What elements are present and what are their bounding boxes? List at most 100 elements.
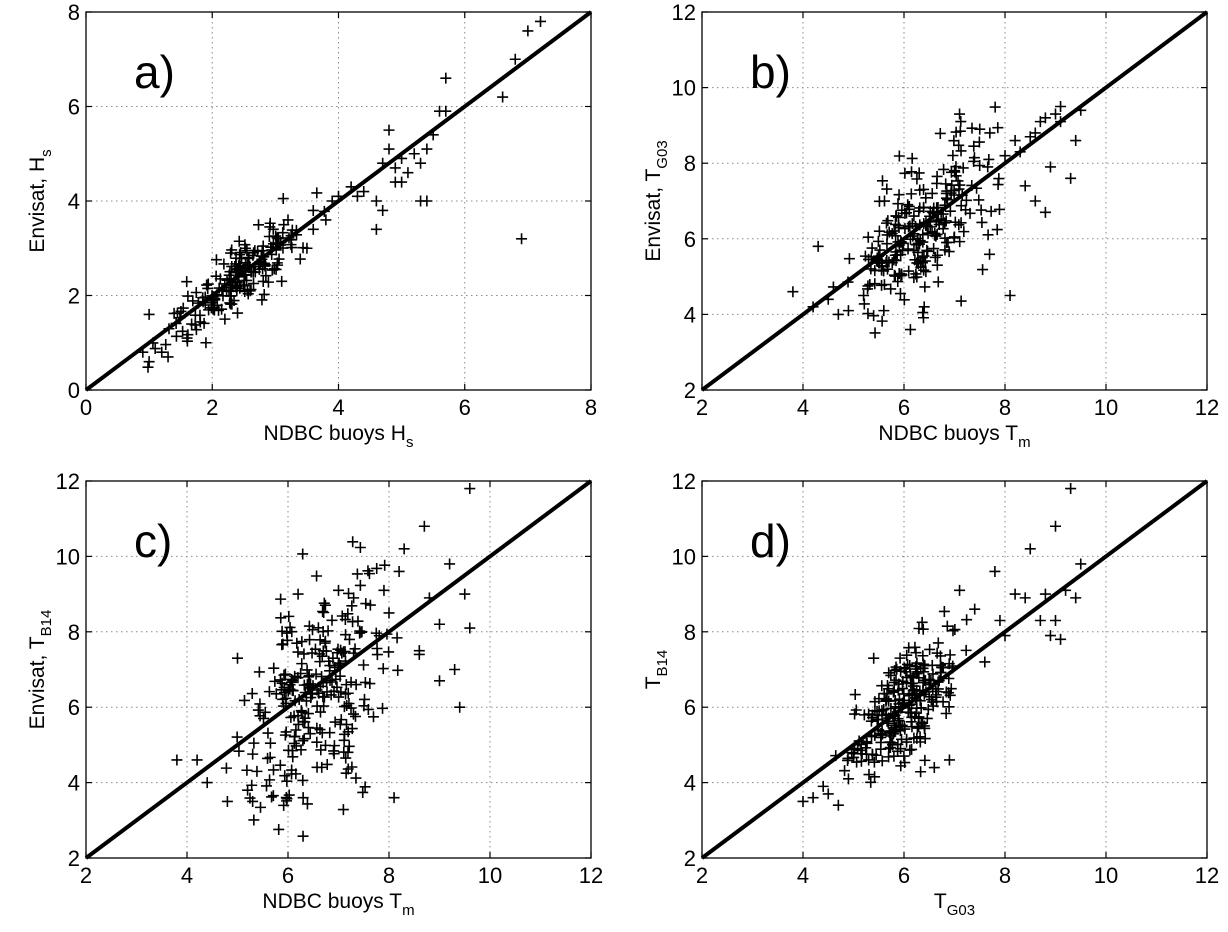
data-point [910,268,922,280]
data-point [911,657,923,669]
data-point [916,616,928,628]
data-point [231,731,243,743]
data-point [325,689,337,701]
data-point [350,679,362,691]
data-point [341,700,353,712]
data-point [459,588,471,600]
data-point [1065,172,1077,184]
data-point [357,786,369,798]
x-tick-label: 2 [696,395,708,420]
x-tick-label: 4 [797,395,809,420]
data-point [201,279,213,291]
data-point [338,734,350,746]
data-point [1039,588,1051,600]
data-point [226,260,238,272]
data-point [326,614,338,626]
data-point [377,204,389,216]
data-point [292,672,304,684]
data-point [258,257,270,269]
data-point [882,215,894,227]
data-point [279,668,291,680]
data-point [254,698,266,710]
data-point [918,301,930,313]
data-point [289,730,301,742]
data-point [354,627,366,639]
data-point [953,219,965,231]
data-point [912,237,924,249]
data-point [162,351,174,363]
data-point [318,597,330,609]
data-point [913,622,925,634]
data-point [226,244,238,256]
data-point [878,279,890,291]
data-point [253,219,265,231]
data-point [923,673,935,685]
y-tick-label: 12 [56,469,80,494]
data-point [982,161,994,173]
data-point [940,708,952,720]
data-point [1019,180,1031,192]
data-point [309,643,321,655]
data-point [883,667,895,679]
data-point [932,637,944,649]
data-point [842,305,854,317]
data-point [342,608,354,620]
data-point [900,666,912,678]
x-tick-label: 8 [585,395,597,420]
data-point [291,637,303,649]
data-point [880,217,892,229]
data-point [267,790,279,802]
data-point [839,765,851,777]
data-point [181,276,193,288]
y-tick-label: 12 [672,469,696,494]
data-point [292,646,304,658]
data-point [230,281,242,293]
data-point [914,202,926,214]
data-point [926,226,938,238]
data-point [253,666,265,678]
data-point [264,774,276,786]
data-point [370,223,382,235]
data-point [321,758,333,770]
x-tick-label: 8 [999,863,1011,888]
data-point [939,232,951,244]
data-point [358,186,370,198]
data-point [257,240,269,252]
data-point [907,672,919,684]
data-point [408,148,420,160]
data-point [249,245,261,257]
y-tick-label: 8 [684,620,696,645]
data-point [360,598,372,610]
data-point [911,173,923,185]
data-point [307,204,319,216]
data-point [223,269,235,281]
data-point [261,780,273,792]
data-point [190,286,202,298]
data-point [315,744,327,756]
data-point [340,679,352,691]
data-point [351,190,363,202]
data-point [953,183,965,195]
data-point [311,736,323,748]
data-point [869,729,881,741]
data-point [1024,543,1036,555]
data-point [220,762,232,774]
data-point [927,700,939,712]
x-tick-label: 8 [383,863,395,888]
data-point [302,671,314,683]
data-point [497,91,509,103]
data-point [994,614,1006,626]
data-point [931,177,943,189]
data-point [247,795,259,807]
data-point [208,301,220,313]
data-point [398,543,410,555]
data-point [371,562,383,574]
data-point [898,294,910,306]
data-point [244,285,256,297]
data-point [873,705,885,717]
data-point [299,716,311,728]
data-point [955,200,967,212]
data-point [807,792,819,804]
data-point [941,620,953,632]
data-point [842,773,854,785]
